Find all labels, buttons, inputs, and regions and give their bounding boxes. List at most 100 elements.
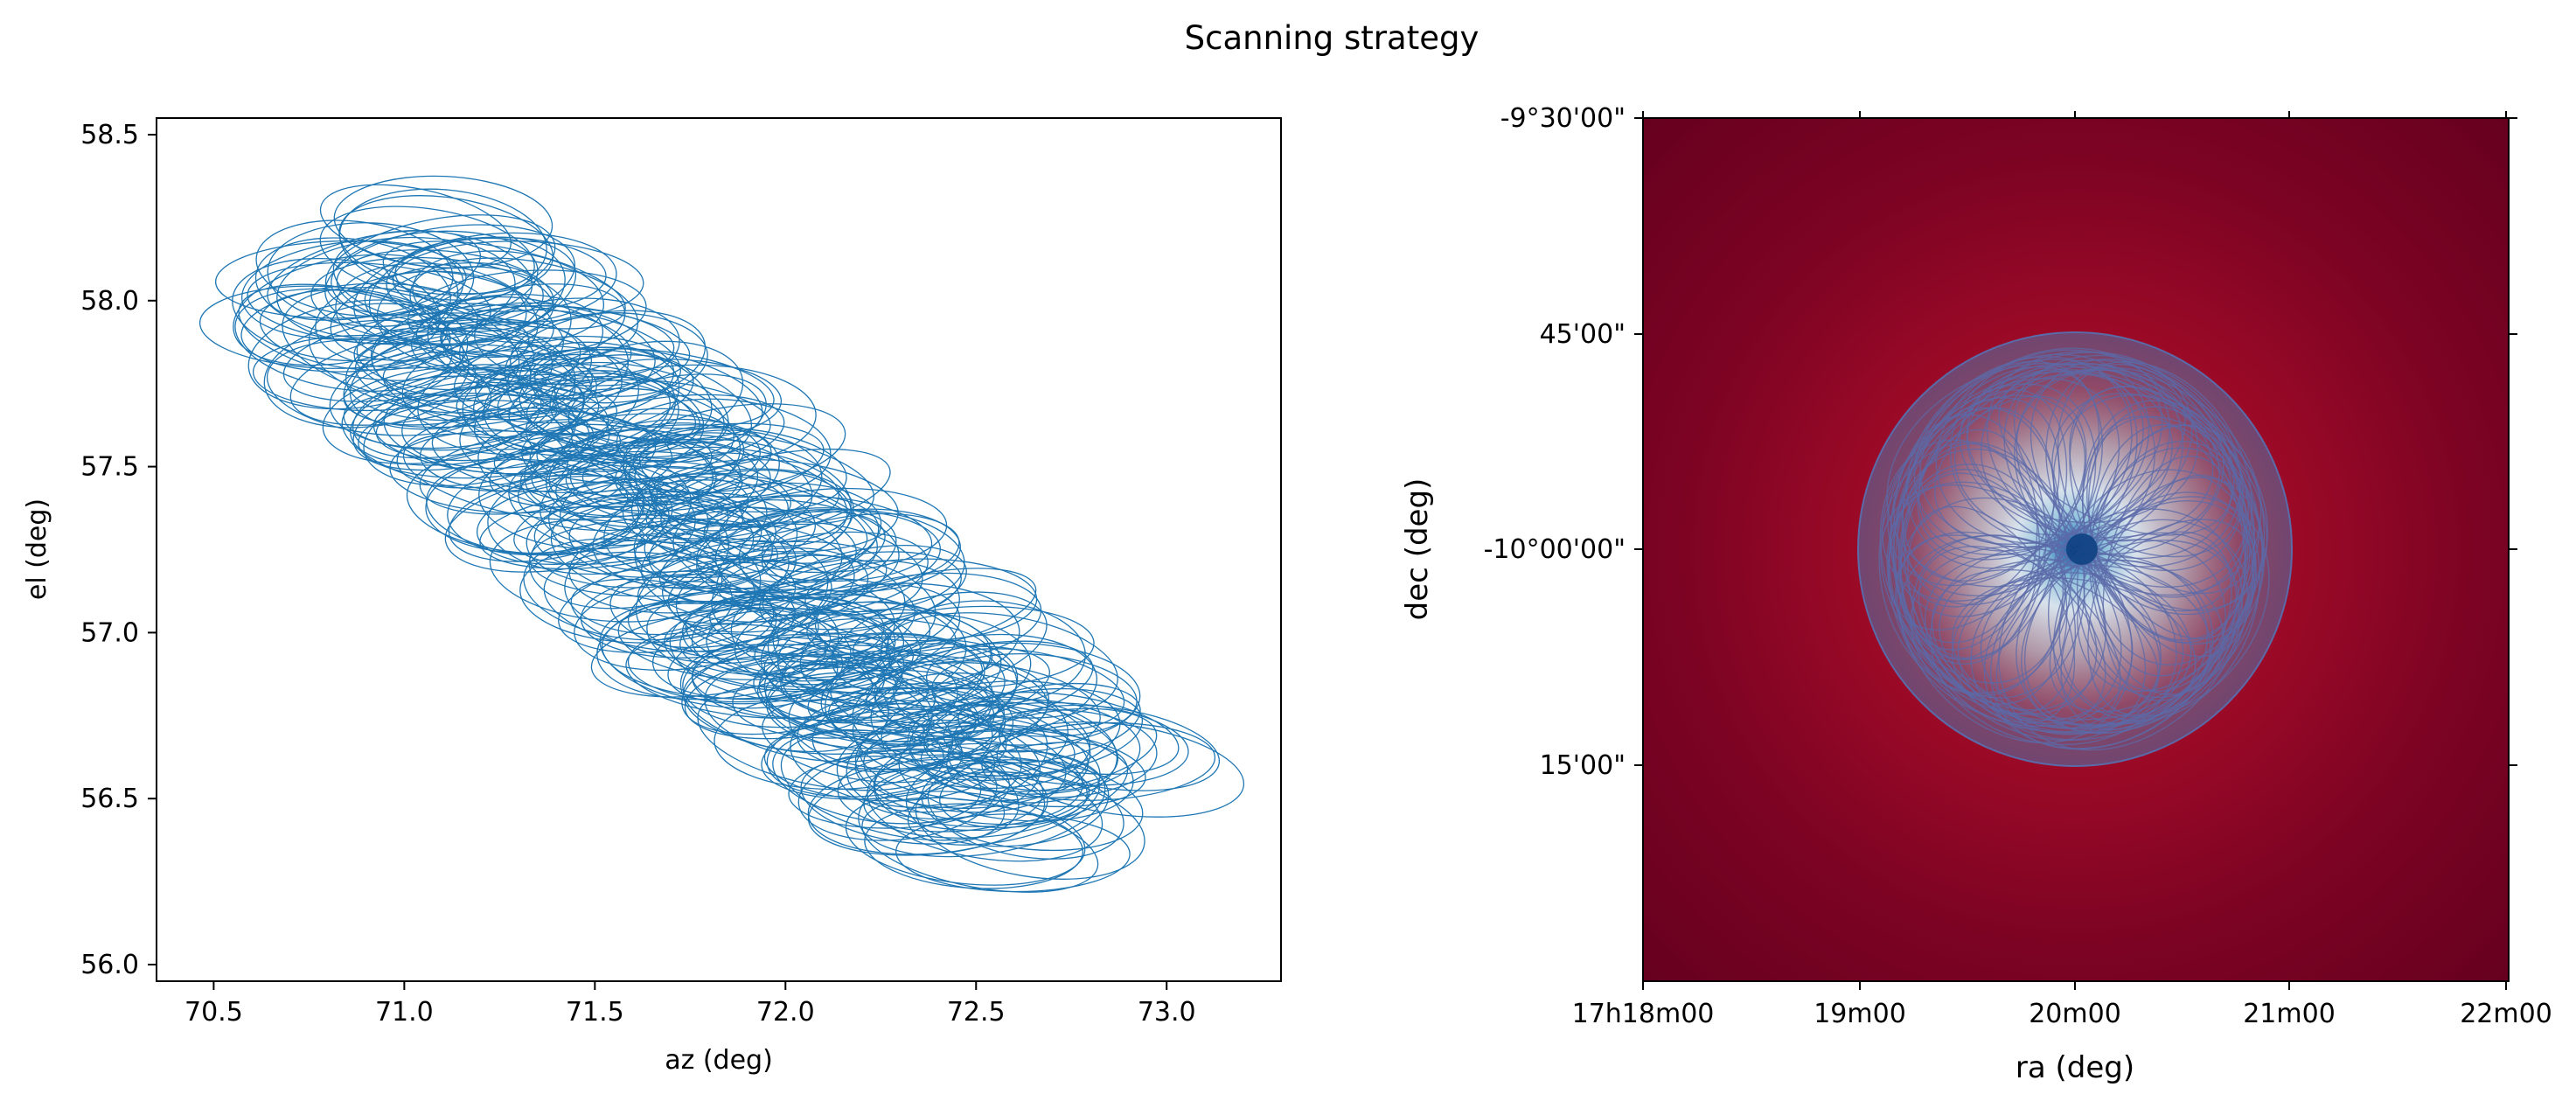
scan-loop <box>376 266 572 371</box>
scan-loop <box>513 475 749 566</box>
x-tick-label: 73.0 <box>1138 997 1196 1028</box>
y-tick-label: 57.5 <box>80 452 139 483</box>
scan-loop <box>915 771 1145 880</box>
ra-tick-label: 22m00 <box>2460 999 2552 1029</box>
ra-dec-map: 17h18m00 19m00 20m00 21m00 22m00 -9°30'00" 45… <box>1400 103 2552 1085</box>
y-tick-label: 58.5 <box>80 120 139 150</box>
scan-loop <box>638 432 874 526</box>
scan-loop <box>640 523 855 623</box>
scan-loop <box>508 375 725 464</box>
scan-loop <box>893 642 1141 746</box>
scan-loop <box>996 721 1245 818</box>
dec-tick-label: -10°00'00" <box>1484 534 1626 565</box>
scan-loop <box>409 257 639 361</box>
y-tick-label: 57.0 <box>80 617 139 648</box>
scan-loop <box>863 721 1067 813</box>
scan-loop <box>946 707 1158 793</box>
scan-loop <box>590 608 832 698</box>
scan-loop <box>333 175 553 268</box>
scan-loop <box>645 448 891 542</box>
ra-tick-label: 21m00 <box>2243 999 2336 1029</box>
scan-loop <box>565 450 791 532</box>
scan-loop <box>614 446 840 528</box>
scan-loop <box>921 759 1144 852</box>
x-tick-label: 71.0 <box>375 997 434 1028</box>
y-tick-label: 56.0 <box>80 950 139 980</box>
ra-dec-central-peak <box>2066 533 2098 565</box>
scan-loop <box>682 633 903 728</box>
scan-loop <box>198 285 448 369</box>
scan-loop <box>765 650 994 749</box>
ra-dec-y-ticks: -9°30'00" 45'00" -10°00'00" 15'00" <box>1484 103 2517 781</box>
scan-loop <box>807 758 1048 855</box>
scan-loop <box>800 756 1006 845</box>
scan-loop <box>546 418 780 528</box>
scan-loop <box>570 578 780 665</box>
scan-loop <box>947 709 1158 798</box>
scan-loop <box>931 652 1138 737</box>
ra-tick-label: 17h18m00 <box>1572 999 1715 1029</box>
scan-loop <box>814 572 1042 664</box>
scan-loop <box>761 708 1007 800</box>
scan-loop <box>669 599 891 702</box>
scan-loop <box>758 633 985 724</box>
scan-loop <box>732 662 936 739</box>
scan-loop <box>509 312 708 404</box>
scan-loop <box>807 645 1050 734</box>
ra-tick-label: 19m00 <box>1814 999 1906 1029</box>
scan-loop <box>873 730 1101 832</box>
scan-loop <box>354 333 597 421</box>
scan-loop <box>861 797 1099 893</box>
x-tick-label: 71.5 <box>566 997 624 1028</box>
scan-loop <box>350 366 584 466</box>
ra-dec-x-ticks: 17h18m00 19m00 20m00 21m00 22m00 <box>1572 111 2552 1029</box>
scan-loop <box>667 611 896 705</box>
az-el-x-axis-label: az (deg) <box>665 1045 773 1076</box>
scan-loop <box>907 760 1101 846</box>
scan-loop <box>574 581 777 672</box>
scan-loop <box>392 240 644 323</box>
scan-loops-az-el <box>198 175 1245 893</box>
scan-loop <box>943 682 1141 764</box>
scan-loop <box>476 481 670 566</box>
az-el-plot-frame <box>156 117 1282 982</box>
scan-loop <box>923 687 1144 777</box>
scan-loop <box>441 302 656 400</box>
scan-loop <box>401 383 609 470</box>
x-tick-label: 72.0 <box>756 997 815 1028</box>
scan-loop <box>874 633 1098 740</box>
az-el-y-ticks: 56.0 56.5 57.0 57.5 58.0 58.5 <box>80 120 157 980</box>
scan-loop <box>568 518 797 614</box>
scan-loop <box>797 687 1006 770</box>
scan-loop <box>616 398 832 498</box>
x-tick-label: 70.5 <box>184 997 243 1028</box>
scan-loop <box>504 310 707 410</box>
scan-loop <box>252 334 477 412</box>
scan-loop <box>625 632 874 719</box>
scan-loop <box>672 498 900 599</box>
scan-loop <box>336 249 554 332</box>
scan-loop <box>703 495 933 582</box>
scan-loop <box>458 297 680 397</box>
scan-loop <box>412 250 604 344</box>
x-tick-label: 72.5 <box>947 997 1006 1028</box>
scan-loop <box>407 269 647 358</box>
scan-loop <box>448 473 645 562</box>
scan-loop <box>998 704 1221 791</box>
scan-loop <box>661 559 896 657</box>
scan-loop <box>772 728 982 825</box>
scan-loop <box>858 749 1106 858</box>
scan-loop <box>425 450 658 554</box>
az-el-y-axis-label: el (deg) <box>22 498 52 600</box>
ra-dec-y-axis-label: dec (deg) <box>1400 478 1435 621</box>
scan-loop <box>646 588 895 693</box>
scan-loop <box>322 366 542 464</box>
scan-loop <box>534 348 775 429</box>
scan-loop <box>426 458 640 556</box>
scan-loop <box>487 468 696 575</box>
scan-loop <box>780 636 984 718</box>
az-el-plot: 70.5 71.0 71.5 72.0 72.5 73.0 56.0 56.5 57.0 57.… <box>22 117 1282 1076</box>
figure-title: Scanning strategy <box>1185 19 1479 57</box>
scan-loop <box>762 551 962 631</box>
